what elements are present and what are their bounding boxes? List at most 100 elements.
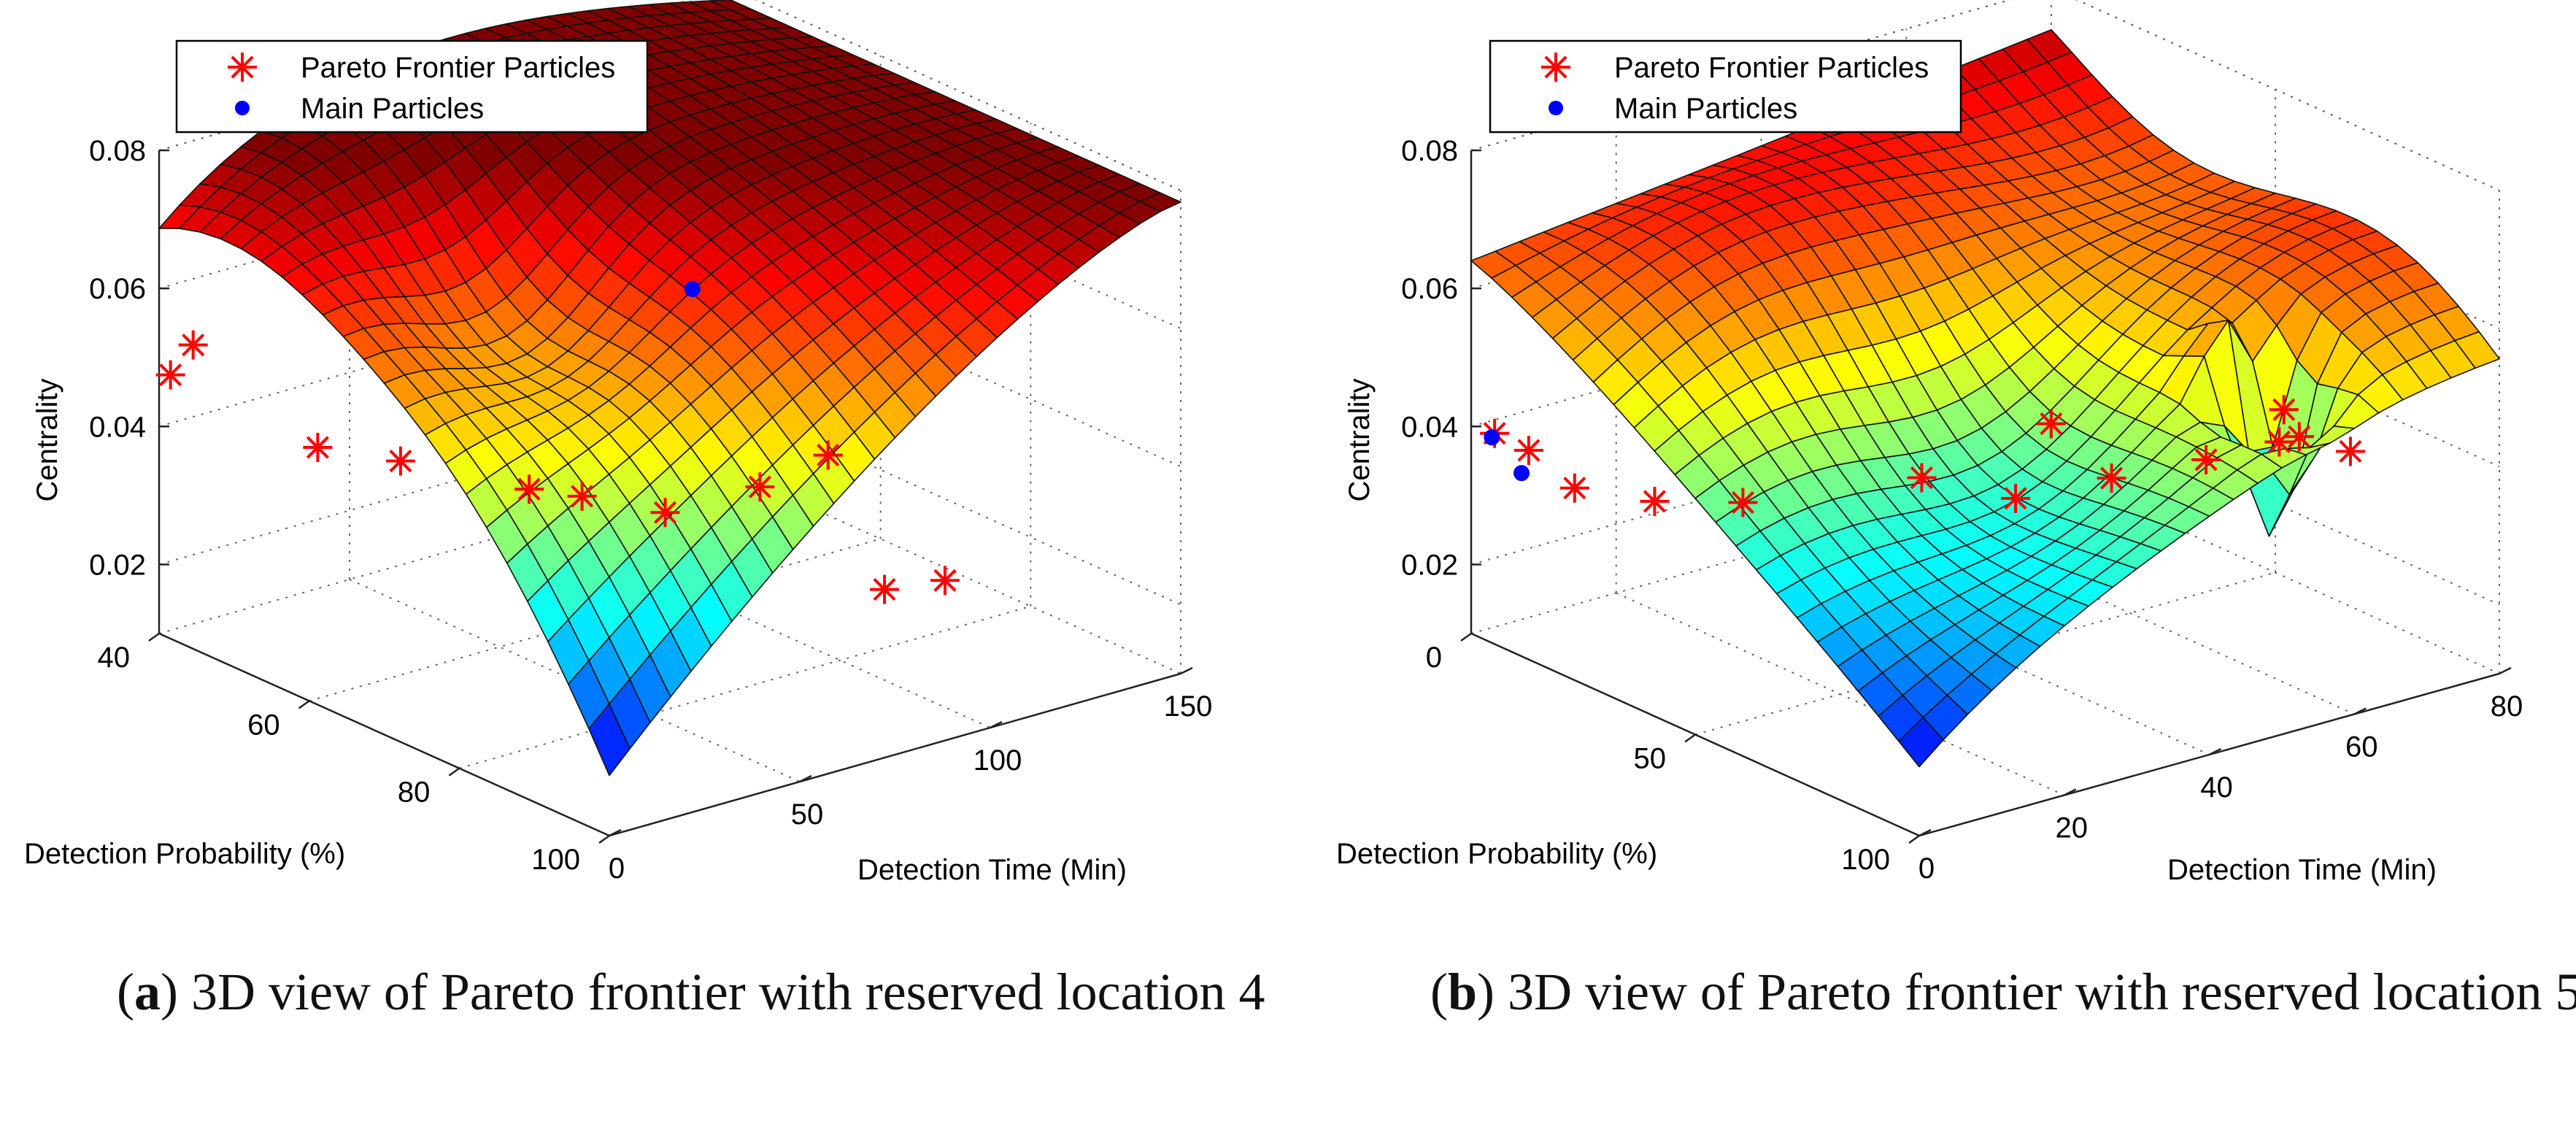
marker-stroke: [2194, 448, 2218, 471]
pareto-particle-point: [2335, 436, 2365, 466]
legend-box: [1489, 39, 1962, 134]
grid-line: [1905, 511, 2355, 715]
x-tick-mark: [148, 632, 160, 642]
pareto-particle-point: [2284, 422, 2314, 452]
x-tick-mark: [1684, 734, 1696, 743]
pareto-particle-point: [870, 574, 900, 604]
z-tick-label: 0.06: [89, 273, 146, 305]
y-tick-mark: [1180, 666, 1193, 675]
pareto-particle-point: [385, 446, 415, 476]
pareto-particle-point: [930, 566, 960, 596]
z-tick-label: 0.02: [1401, 549, 1458, 581]
pareto-particle-point: [2264, 427, 2294, 457]
marker-stroke: [1910, 466, 1933, 490]
caption-a: (a) 3D view of Pareto frontier with rese…: [117, 963, 1265, 1021]
x-tick-label: 40: [98, 642, 131, 674]
z-tick-label: 0.08: [1401, 135, 1458, 167]
legend-marker-pareto: [228, 53, 257, 82]
marker-stroke: [2267, 430, 2291, 454]
pareto-particle-point: [567, 481, 597, 511]
caption-b-letter: b: [1447, 963, 1478, 1021]
pareto-particle-point: [650, 498, 680, 528]
y-axis-label: Detection Time (Min): [2167, 854, 2437, 886]
caption-a-letter: a: [134, 963, 161, 1021]
marker-stroke: [1517, 439, 1540, 462]
y-tick-mark: [2064, 788, 2077, 796]
marker-stroke: [182, 334, 205, 357]
marker-stroke: [2099, 466, 2124, 490]
surface-patch: [1898, 717, 1944, 768]
y-tick-mark: [2499, 666, 2512, 675]
y-tick-label: 20: [2056, 812, 2089, 844]
chart-panel-b: 0 50 100 0 20 40 60 80 0.02 0.04 0.06 0.08 Detection…: [1336, 0, 2523, 886]
y-tick-label: 0: [1918, 852, 1935, 885]
marker-stroke: [571, 485, 594, 508]
legend-marker-main: [235, 101, 250, 115]
marker-stroke: [2288, 425, 2311, 448]
pareto-particle-point: [514, 474, 544, 504]
main-particle-point: [684, 281, 701, 297]
x-tick-mark: [1460, 632, 1472, 642]
marker-stroke: [817, 444, 840, 467]
pareto-particle-point: [303, 433, 333, 463]
x-tick-label: 80: [398, 777, 431, 809]
y-tick-mark: [799, 774, 812, 783]
z-tick-label: 0.04: [89, 411, 146, 443]
y-tick-label: 60: [2345, 731, 2378, 763]
legend-label: Main Particles: [301, 93, 484, 125]
marker-stroke: [2040, 412, 2063, 436]
legend-label: Pareto Frontier Particles: [1614, 52, 1929, 84]
legend: Pareto Frontier Particles Main Particles: [1489, 39, 1962, 134]
marker-stroke: [2272, 398, 2296, 421]
pareto-particle-point: [1907, 463, 1937, 493]
caption-a-text: ) 3D view of Pareto frontier with reserv…: [160, 963, 1265, 1021]
pareto-particle-point: [2191, 444, 2221, 474]
marker-stroke: [2339, 439, 2362, 463]
pareto-particle-point: [155, 360, 185, 390]
marker-stroke: [231, 55, 254, 79]
grid-line: [539, 525, 991, 728]
pareto-particle-point: [1640, 486, 1670, 516]
pareto-particle-point: [813, 440, 843, 470]
marker-stroke: [1731, 490, 1755, 515]
caption-b-text: ) 3D view of Pareto frontier with reserv…: [1477, 963, 2576, 1021]
y-tick-label: 80: [2491, 690, 2523, 723]
z-axis-label: Centrality: [1343, 379, 1376, 502]
legend-marker-pareto: [1541, 53, 1570, 82]
box-edge: [755, 0, 1181, 191]
legend-box: [175, 39, 649, 134]
marker-stroke: [653, 501, 677, 524]
z-tick-label: 0.02: [89, 549, 146, 581]
y-tick-label: 100: [973, 744, 1022, 777]
marker-stroke: [873, 578, 896, 601]
y-tick-label: 150: [1164, 690, 1213, 723]
z-tick-label: 0.08: [89, 135, 146, 167]
y-tick-mark: [1918, 828, 1932, 837]
pareto-particle-point: [1728, 488, 1758, 517]
pareto-particle-point: [1513, 436, 1543, 466]
y-tick-mark: [609, 828, 622, 837]
x-axis-line: [158, 632, 610, 837]
main-particle-point: [1484, 429, 1500, 446]
x-tick-mark: [298, 700, 310, 709]
x-tick-label: 100: [1841, 844, 1890, 876]
z-tick-label: 0.06: [1401, 273, 1458, 305]
x-tick-mark: [448, 767, 460, 777]
legend-label: Main Particles: [1614, 93, 1797, 125]
marker-stroke: [517, 477, 541, 501]
legend-label: Pareto Frontier Particles: [301, 52, 615, 84]
y-tick-label: 40: [2200, 771, 2233, 804]
marker-stroke: [2004, 487, 2027, 510]
pareto-particle-point: [1559, 473, 1589, 503]
x-tick-label: 50: [1634, 743, 1667, 775]
pareto-particle-point: [2097, 463, 2126, 493]
y-axis-line: [609, 672, 1181, 837]
y-tick-mark: [2208, 747, 2222, 756]
marker-stroke: [1643, 490, 1666, 513]
caption-b: (b) 3D view of Pareto frontier with rese…: [1430, 956, 2576, 1028]
y-tick-label: 50: [791, 798, 824, 831]
box-edge: [2075, 0, 2500, 191]
pareto-particle-point: [2001, 483, 2031, 513]
x-tick-label: 60: [247, 709, 280, 741]
